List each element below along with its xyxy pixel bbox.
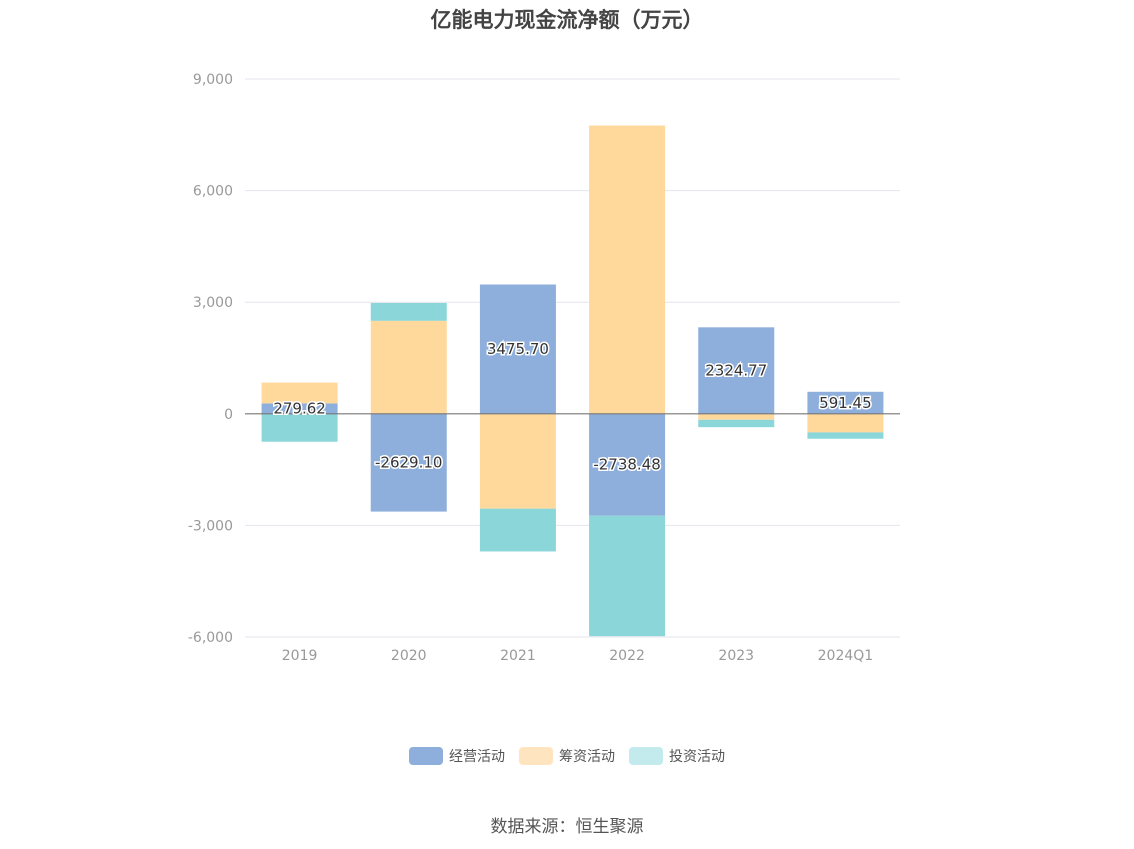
bar-financing-2024Q1 (807, 413, 884, 433)
legend-swatch-investing (629, 747, 663, 765)
data-source: 数据来源：恒生聚源 (490, 817, 644, 837)
y-tick-label: -3,000 (188, 518, 233, 534)
bar-financing-2019 (261, 382, 338, 404)
bar-investing-2021 (479, 508, 556, 552)
data-label-operating: 591.45 (819, 394, 872, 412)
x-tick-label: 2019 (282, 648, 318, 664)
bar-financing-2021 (479, 413, 556, 509)
y-tick-label: 9,000 (193, 72, 233, 88)
legend-item-operating[interactable]: 经营活动 (409, 746, 505, 766)
y-tick-label: 3,000 (193, 295, 233, 311)
legend: 经营活动 筹资活动 投资活动 (0, 746, 1134, 766)
bar-investing-2019 (261, 413, 338, 442)
data-label-operating: 279.62 (273, 400, 326, 418)
y-tick-label: -6,000 (188, 630, 233, 646)
bar-investing-2022 (589, 515, 666, 637)
x-tick-label: 2023 (718, 648, 754, 664)
y-tick-label: 6,000 (193, 184, 233, 200)
legend-label-financing: 筹资活动 (559, 749, 615, 765)
legend-item-investing[interactable]: 投资活动 (629, 746, 725, 766)
legend-label-investing: 投资活动 (669, 749, 725, 765)
legend-swatch-financing (519, 747, 553, 765)
bar-investing-2020 (370, 302, 447, 321)
bar-financing-2023 (698, 413, 775, 420)
bar-investing-2023 (698, 419, 775, 428)
y-tick-label: 0 (224, 407, 233, 423)
bar-operating-2022 (589, 413, 666, 516)
data-label-operating: 2324.77 (705, 362, 767, 380)
data-label-operating: -2738.48 (593, 456, 660, 474)
bar-investing-2024Q1 (807, 432, 884, 439)
legend-item-financing[interactable]: 筹资活动 (519, 746, 615, 766)
data-label-operating: -2629.10 (375, 454, 442, 472)
bar-financing-2022 (589, 125, 666, 414)
x-tick-label: 2024Q1 (818, 648, 874, 664)
bar-operating-2019 (261, 403, 338, 414)
bar-operating-2021 (479, 284, 556, 414)
bar-operating-2024Q1 (807, 391, 884, 414)
chart-title: 亿能电力现金流净额（万元） (430, 8, 704, 32)
x-tick-label: 2022 (609, 648, 645, 664)
bar-financing-2020 (370, 320, 447, 414)
x-tick-label: 2021 (500, 648, 536, 664)
legend-swatch-operating (409, 747, 443, 765)
legend-label-operating: 经营活动 (449, 749, 505, 765)
bar-operating-2023 (698, 327, 775, 414)
x-tick-label: 2020 (391, 648, 427, 664)
data-label-operating: 3475.70 (487, 340, 549, 358)
bar-operating-2020 (370, 413, 447, 512)
